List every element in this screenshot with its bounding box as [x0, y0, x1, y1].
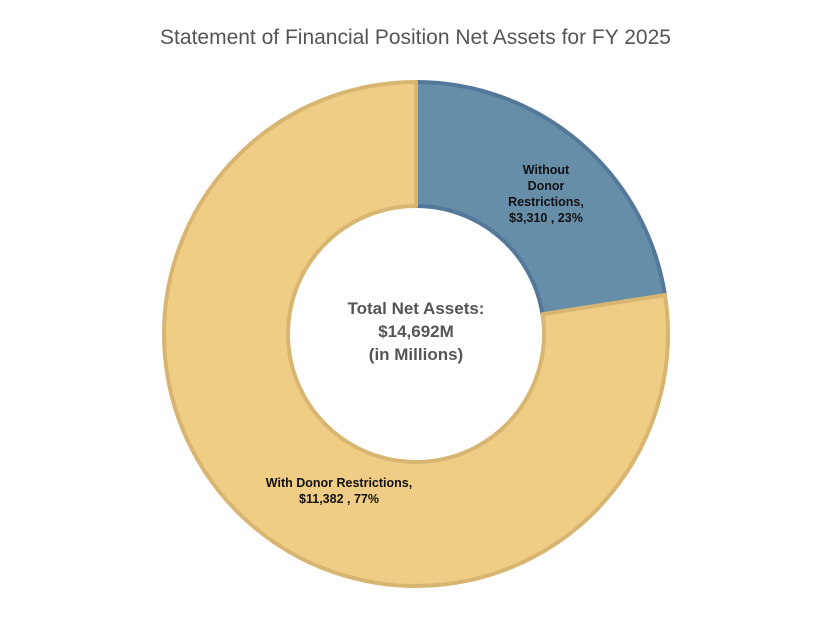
- center-total-label: Total Net Assets: $14,692M (in Millions): [348, 299, 485, 364]
- slice-label-without-donor-restrictions: Without Donor Restrictions, $3,310 , 23%: [508, 163, 584, 225]
- slice-with-donor-restrictions: [162, 80, 670, 588]
- slice-label-with-donor-restrictions: With Donor Restrictions, $11,382 , 77%: [266, 476, 412, 506]
- slice-without-donor-restrictions: [414, 80, 667, 317]
- chart-title: Statement of Financial Position Net Asse…: [160, 26, 671, 49]
